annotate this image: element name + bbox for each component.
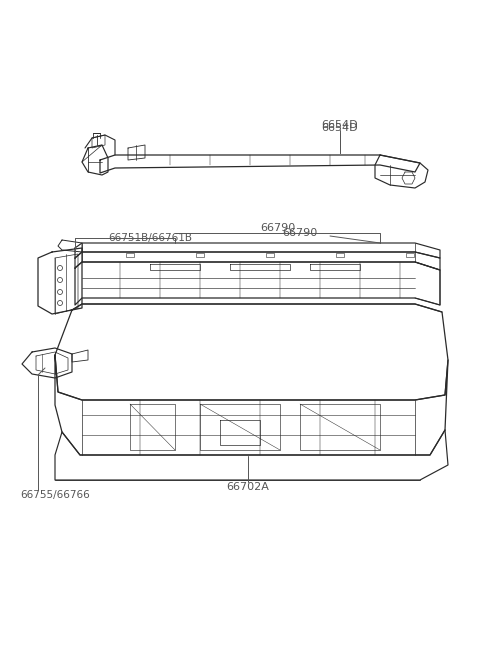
Bar	[336, 253, 344, 257]
Text: 66790: 66790	[282, 228, 318, 238]
Bar	[406, 253, 414, 257]
Text: 66755/66766: 66755/66766	[20, 490, 90, 500]
Bar	[196, 253, 204, 257]
Text: 66702A: 66702A	[227, 482, 269, 492]
Bar	[266, 253, 274, 257]
Text: 66790: 66790	[260, 223, 296, 233]
Text: 66751B/66761B: 66751B/66761B	[108, 233, 192, 243]
Text: 6654D: 6654D	[322, 120, 358, 130]
Text: 6654D: 6654D	[322, 123, 358, 133]
Bar	[126, 253, 134, 257]
